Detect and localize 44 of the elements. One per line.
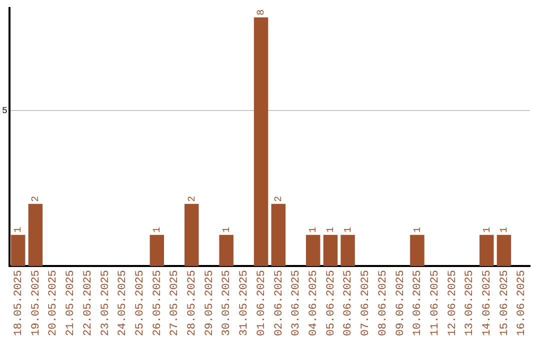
x-tick-label: 12.06.2025 (446, 270, 459, 336)
data-label: 1 (14, 226, 25, 233)
x-tick-label: 16.06.2025 (516, 270, 528, 336)
x-tick-label: 28.05.2025 (186, 270, 199, 336)
y-tick-label: 5 (2, 106, 8, 116)
x-tick-label: 13.06.2025 (464, 270, 476, 336)
x-tick-label: 07.06.2025 (360, 270, 372, 336)
x-tick-label: 15.06.2025 (498, 270, 511, 336)
x-tick-label: 10.06.2025 (412, 270, 424, 336)
data-label: 1 (343, 226, 354, 233)
x-tick-label: 11.06.2025 (429, 270, 442, 336)
data-label: 2 (274, 196, 286, 202)
x-tick-label: 26.05.2025 (152, 270, 164, 336)
data-label: 1 (482, 226, 494, 233)
x-tick-label: 04.06.2025 (308, 270, 320, 336)
x-tick-label: 25.05.2025 (134, 270, 146, 336)
data-label: 1 (412, 226, 424, 233)
x-tick-label: 06.06.2025 (342, 270, 355, 336)
x-tick-label: 19.05.2025 (30, 270, 42, 336)
x-tick-label: 08.06.2025 (377, 270, 390, 336)
x-tick-label: 05.06.2025 (325, 270, 338, 336)
data-label: 1 (326, 226, 338, 233)
data-label: 1 (308, 226, 320, 233)
x-tick-label: 29.05.2025 (204, 270, 216, 336)
x-tick-label: 18.05.2025 (12, 270, 25, 336)
x-tick-label: 30.05.2025 (221, 270, 234, 336)
data-label: 1 (222, 226, 233, 233)
data-label: 1 (500, 226, 511, 233)
x-tick-label: 14.06.2025 (482, 270, 494, 336)
x-tick-label: 09.06.2025 (394, 270, 407, 336)
data-label: 8 (256, 9, 268, 16)
data-label: 1 (152, 226, 164, 233)
x-tick-label: 21.05.2025 (65, 270, 78, 336)
x-tick-label: 02.06.2025 (273, 270, 286, 336)
x-tick-label: 24.05.2025 (117, 270, 130, 336)
x-tick-label: 20.05.2025 (48, 270, 60, 336)
x-tick-label: 23.05.2025 (100, 270, 112, 336)
data-label: 2 (31, 196, 42, 202)
data-label: 2 (187, 196, 198, 202)
x-tick-label: 01.06.2025 (256, 270, 268, 336)
x-tick-label: 03.06.2025 (290, 270, 303, 336)
x-tick-label: 22.05.2025 (82, 270, 94, 336)
x-tick-label: 27.05.2025 (169, 270, 182, 336)
x-tick-label: 31.05.2025 (238, 270, 251, 336)
